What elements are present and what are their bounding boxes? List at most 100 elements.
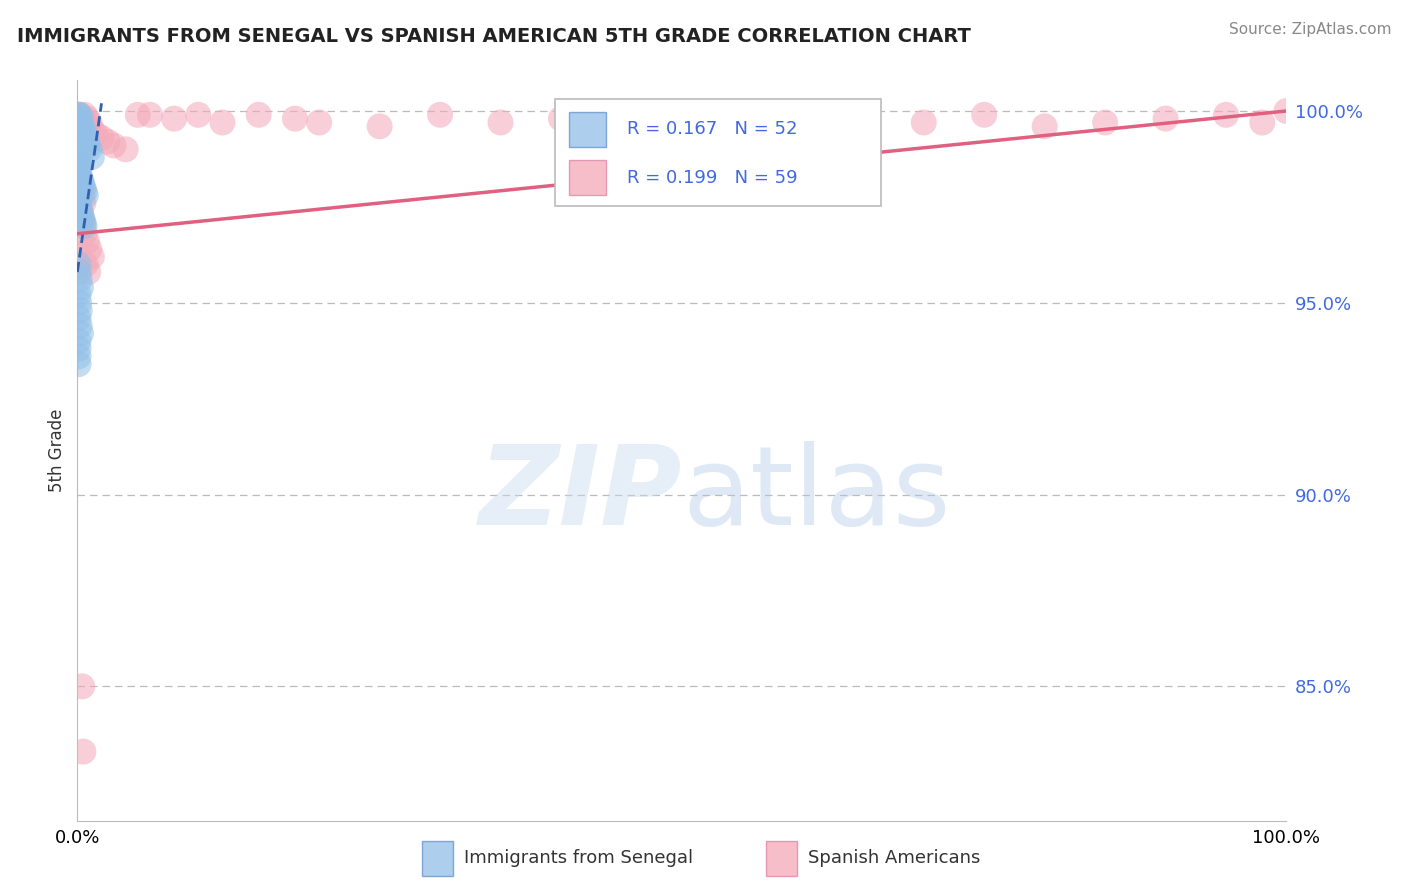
- Point: [67, 350, 90, 364]
- Point: [70, 112, 93, 126]
- Point: [67, 115, 90, 129]
- Point: [69, 127, 91, 141]
- Point: [67, 165, 90, 179]
- Point: [792, 112, 814, 126]
- Point: [69, 173, 91, 187]
- Point: [69, 203, 91, 218]
- Point: [67, 311, 90, 326]
- Point: [103, 138, 125, 153]
- Point: [671, 108, 693, 122]
- Point: [70, 173, 93, 187]
- Point: [67, 342, 90, 356]
- Point: [80, 123, 103, 137]
- Point: [69, 120, 91, 134]
- Point: [79, 242, 101, 256]
- Point: [70, 211, 93, 226]
- Point: [114, 142, 136, 156]
- Point: [69, 123, 91, 137]
- Point: [66, 108, 89, 122]
- Point: [70, 112, 93, 126]
- Point: [67, 200, 90, 214]
- Point: [90, 131, 112, 145]
- Text: atlas: atlas: [682, 442, 950, 549]
- Point: [72, 142, 94, 156]
- Point: [70, 120, 93, 134]
- Point: [67, 295, 90, 310]
- Text: Spanish Americans: Spanish Americans: [808, 849, 981, 867]
- Point: [69, 303, 91, 318]
- Point: [76, 235, 98, 249]
- Point: [247, 108, 270, 122]
- Point: [69, 108, 91, 122]
- Point: [912, 115, 935, 129]
- Point: [67, 115, 90, 129]
- Point: [489, 115, 512, 129]
- Y-axis label: 5th Grade: 5th Grade: [48, 409, 66, 492]
- Text: IMMIGRANTS FROM SENEGAL VS SPANISH AMERICAN 5TH GRADE CORRELATION CHART: IMMIGRANTS FROM SENEGAL VS SPANISH AMERI…: [17, 27, 970, 45]
- Point: [67, 112, 90, 126]
- Point: [1215, 108, 1237, 122]
- Point: [77, 265, 100, 279]
- Point: [75, 115, 97, 129]
- Text: R = 0.167   N = 52: R = 0.167 N = 52: [627, 120, 799, 138]
- Point: [70, 123, 93, 137]
- Point: [70, 135, 93, 149]
- Point: [69, 273, 91, 287]
- Point: [80, 150, 103, 164]
- Point: [73, 127, 96, 141]
- Point: [73, 227, 96, 241]
- Text: R = 0.199   N = 59: R = 0.199 N = 59: [627, 169, 799, 186]
- Point: [187, 108, 209, 122]
- Point: [67, 357, 90, 371]
- Point: [308, 115, 330, 129]
- Text: Immigrants from Senegal: Immigrants from Senegal: [464, 849, 693, 867]
- Point: [66, 192, 89, 206]
- Point: [75, 257, 97, 271]
- Point: [67, 161, 90, 176]
- Point: [70, 203, 93, 218]
- Point: [70, 177, 93, 191]
- Point: [67, 288, 90, 302]
- Text: Source: ZipAtlas.com: Source: ZipAtlas.com: [1229, 22, 1392, 37]
- Text: ZIP: ZIP: [478, 442, 682, 549]
- Point: [72, 745, 94, 759]
- Point: [67, 108, 90, 122]
- Point: [284, 112, 307, 126]
- Point: [67, 196, 90, 211]
- FancyBboxPatch shape: [555, 99, 882, 206]
- Point: [67, 158, 90, 172]
- Point: [73, 219, 96, 233]
- Point: [127, 108, 149, 122]
- Point: [66, 150, 89, 164]
- Point: [70, 280, 93, 294]
- Point: [67, 112, 90, 126]
- Point: [70, 180, 93, 194]
- Point: [76, 112, 98, 126]
- Point: [70, 131, 93, 145]
- Point: [1251, 115, 1274, 129]
- Point: [1033, 120, 1056, 134]
- Point: [70, 115, 93, 129]
- Point: [70, 211, 93, 226]
- Point: [1154, 112, 1177, 126]
- Point: [79, 142, 101, 156]
- Bar: [569, 160, 606, 195]
- Point: [66, 153, 89, 168]
- Point: [67, 165, 90, 179]
- Point: [67, 120, 90, 134]
- Point: [70, 188, 93, 202]
- Point: [1275, 103, 1298, 118]
- Point: [368, 120, 391, 134]
- Point: [72, 215, 94, 229]
- Point: [1094, 115, 1116, 129]
- Point: [73, 185, 96, 199]
- Point: [72, 219, 94, 233]
- Point: [67, 158, 90, 172]
- Point: [67, 257, 90, 271]
- Point: [66, 108, 89, 122]
- Point: [79, 115, 101, 129]
- Point: [76, 135, 98, 149]
- Point: [84, 127, 107, 141]
- Point: [70, 138, 93, 153]
- Point: [429, 108, 451, 122]
